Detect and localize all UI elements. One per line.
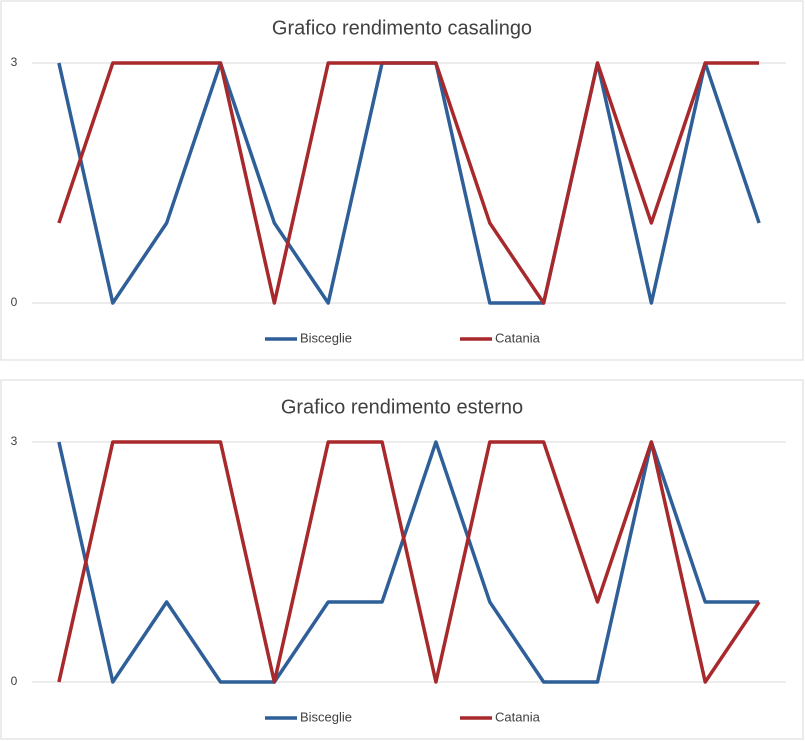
y-tick-label: 0: [11, 674, 18, 688]
chart-title: Grafico rendimento esterno: [281, 396, 523, 418]
chart-title: Grafico rendimento casalingo: [272, 17, 532, 39]
legend-label: Catania: [495, 709, 541, 724]
chart: Grafico rendimento esterno 0 3 Bisceglie Cat…: [0, 379, 804, 740]
y-tick-label: 3: [11, 434, 18, 448]
legend-label: Catania: [495, 330, 541, 345]
chart-border: [0, 0, 804, 361]
chart-border: [0, 379, 804, 740]
legend-label: Bisceglie: [300, 709, 352, 724]
legend-label: Bisceglie: [300, 330, 352, 345]
y-tick-label: 3: [11, 55, 18, 69]
chart: Grafico rendimento casalingo 0 3 Bisceglie C…: [0, 0, 804, 361]
series-line: [57, 61, 760, 305]
y-tick-label: 0: [11, 295, 18, 309]
series-line: [57, 440, 761, 684]
series-line: [57, 440, 760, 684]
